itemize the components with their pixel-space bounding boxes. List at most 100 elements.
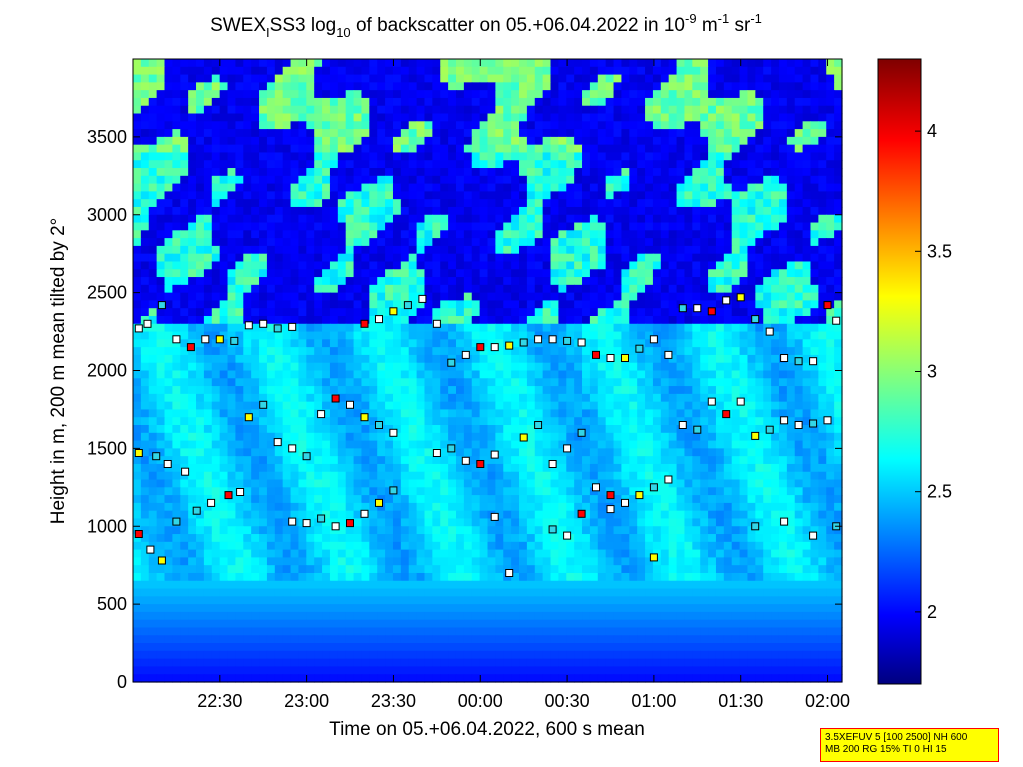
heat-cell [771,463,780,473]
heat-cell [282,183,292,192]
heat-cell [416,222,426,231]
heat-cell [243,152,252,161]
heat-cell [172,339,181,348]
heat-cell [566,136,575,146]
heat-cell [763,432,772,442]
heat-cell [802,261,812,270]
heat-cell [337,292,347,302]
heat-cell [629,168,638,177]
heat-cell [274,292,284,302]
heat-cell [511,401,520,411]
heat-cell [266,432,276,442]
heat-cell [495,136,504,146]
heat-cell [621,370,630,379]
heat-cell [274,456,284,465]
heat-cell [377,386,386,395]
heat-cell [778,82,788,91]
heat-cell [637,339,646,348]
heat-cell [448,136,457,146]
heat-cell [589,199,599,208]
heat-cell [227,105,237,115]
heat-cell [353,66,363,76]
heat-cell [164,378,173,387]
heat-cell [196,417,205,426]
heat-cell [487,479,496,488]
heat-cell [227,90,237,99]
heat-cell [771,300,780,309]
heat-cell [589,386,599,395]
heat-cell [652,66,662,76]
heat-cell [574,284,583,294]
heat-cell [834,206,843,216]
heat-cell [463,425,473,434]
heat-cell [786,362,796,372]
heat-cell [298,160,307,169]
heat-cell [794,230,804,239]
heat-cell [203,339,213,348]
heat-cell [613,300,623,309]
heat-cell [802,160,812,169]
heat-cell [582,308,591,317]
heat-cell [259,370,268,379]
heat-cell [676,66,686,76]
heat-cell [448,409,457,418]
heat-cell [211,222,221,231]
heat-cell [794,471,804,481]
heat-cell [676,409,686,418]
heat-cell [369,331,378,340]
heat-cell [140,152,150,161]
heat-cell [810,323,819,333]
heat-cell [794,456,804,465]
heat-cell [739,66,749,76]
heat-cell [156,315,166,325]
heat-cell [266,183,276,192]
heat-cell [337,121,347,130]
heat-cell [763,222,772,231]
heat-cell [566,253,575,263]
heat-cell [739,253,749,263]
heat-cell [723,463,733,473]
heat-cell [487,121,496,130]
heat-cell [227,74,237,83]
heat-cell [329,66,339,76]
heat-cell [668,440,678,449]
heat-cell [613,269,623,278]
heat-cell [416,199,426,208]
heat-cell [597,191,607,200]
heat-cell [542,362,552,372]
heat-cell [196,456,205,465]
heat-cell [652,354,662,364]
heat-cell [227,323,237,333]
heat-cell [196,261,205,270]
heat-cell [471,175,481,185]
heat-cell [771,277,780,286]
heat-cell [196,425,205,434]
heat-cell [385,230,394,239]
heat-cell [558,238,567,247]
heat-cell [314,370,323,379]
heat-cell [700,362,709,372]
heat-cell [597,129,607,138]
heat-cell [361,105,370,115]
heat-cell [511,292,520,302]
heat-cell [448,105,457,115]
chart-title: SWEXISS3 log10 of backscatter on 05.+06.… [210,11,762,40]
heat-cell [786,417,796,426]
heat-cell [621,191,630,200]
heat-cell [385,245,394,255]
heat-cell [668,105,678,115]
heat-cell [708,230,717,239]
heat-cell [345,448,355,457]
heat-cell [369,284,378,294]
heat-cell [148,347,158,356]
heat-cell [786,97,796,107]
heat-cell [172,487,181,496]
heat-cell [645,191,654,200]
heat-cell [353,222,363,231]
heat-cell [290,277,300,286]
heat-cell [377,222,386,231]
heat-cell [715,74,725,83]
heat-cell [652,230,662,239]
heat-cell [219,175,229,185]
heat-cell [463,308,473,317]
